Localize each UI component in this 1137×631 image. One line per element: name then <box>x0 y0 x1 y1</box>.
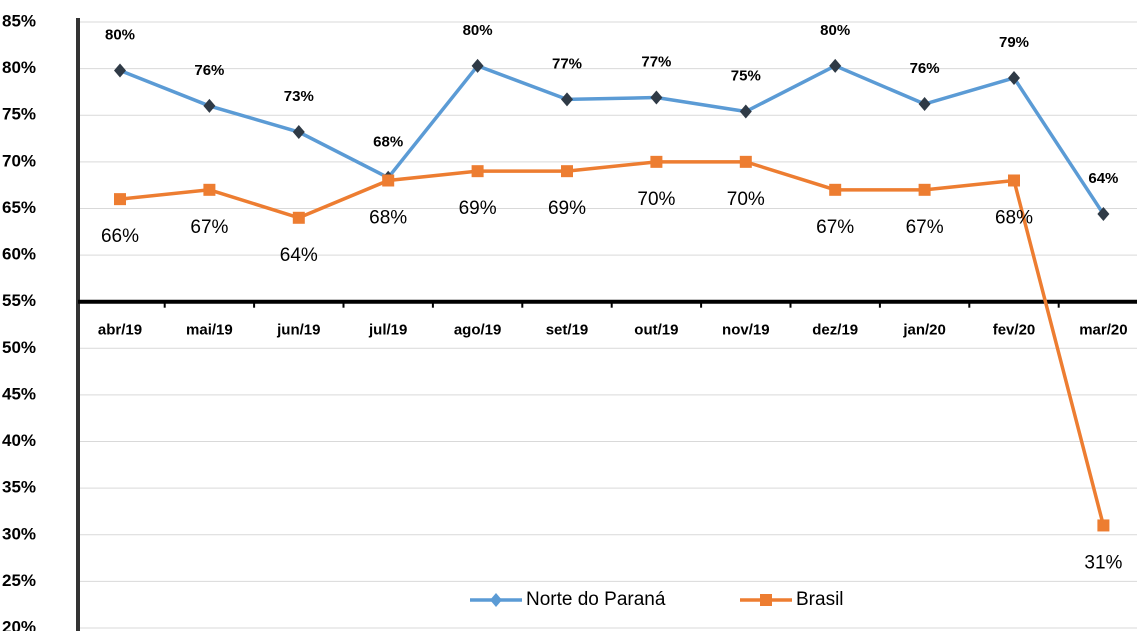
data-label: 67% <box>190 217 228 238</box>
marker <box>471 58 484 73</box>
data-label: 79% <box>999 34 1029 51</box>
y-tick-label: 30% <box>2 524 36 543</box>
legend-label: Norte do Paraná <box>526 589 666 610</box>
marker <box>829 183 842 196</box>
data-label: 70% <box>637 189 675 210</box>
y-tick-label: 65% <box>2 198 36 217</box>
y-tick-label: 25% <box>2 571 36 590</box>
data-label: 77% <box>641 53 671 70</box>
data-label: 68% <box>373 134 403 151</box>
series-line <box>119 160 1106 526</box>
y-tick-label: 85% <box>2 11 36 30</box>
series-line <box>119 63 1105 216</box>
y-tick-label: 55% <box>2 291 36 310</box>
y-tick-label: 70% <box>2 151 36 170</box>
x-tick-label: jul/19 <box>368 322 407 339</box>
marker <box>918 183 931 196</box>
data-label: 77% <box>552 55 582 72</box>
marker <box>739 104 752 119</box>
data-label: 76% <box>194 62 224 79</box>
marker <box>382 174 395 187</box>
x-tick-label: abr/19 <box>98 322 142 339</box>
data-label: 66% <box>101 226 139 247</box>
x-tick-label: dez/19 <box>812 322 858 339</box>
marker <box>203 98 216 113</box>
y-tick-label: 45% <box>2 384 36 403</box>
marker <box>1097 207 1110 222</box>
data-label: 75% <box>731 67 761 84</box>
y-tick-label: 40% <box>2 431 36 450</box>
data-label: 80% <box>820 22 850 39</box>
marker <box>471 165 484 178</box>
y-tick-label: 50% <box>2 338 36 357</box>
y-tick-label: 20% <box>2 617 36 631</box>
marker <box>114 63 126 78</box>
y-tick-label: 80% <box>2 58 36 77</box>
marker <box>1097 519 1110 532</box>
marker <box>292 211 305 224</box>
x-tick-label: jun/19 <box>276 322 320 339</box>
y-tick-label: 35% <box>2 478 36 497</box>
legend-marker <box>760 594 772 606</box>
marker <box>114 193 126 206</box>
x-tick-label: jan/20 <box>902 322 946 339</box>
marker <box>1008 70 1020 85</box>
data-label: 76% <box>910 60 940 77</box>
x-tick-label: mar/20 <box>1079 322 1127 339</box>
marker <box>650 155 663 168</box>
marker <box>829 58 842 73</box>
x-tick-label: ago/19 <box>454 322 502 339</box>
legend-marker <box>490 593 502 607</box>
x-tick-label: out/19 <box>634 322 678 339</box>
marker <box>650 90 663 105</box>
x-tick-label: set/19 <box>546 322 589 339</box>
data-label: 80% <box>463 22 493 39</box>
legend-label: Brasil <box>796 589 844 610</box>
x-tick-label: fev/20 <box>993 322 1036 339</box>
data-label: 68% <box>995 208 1033 229</box>
data-label: 70% <box>727 189 765 210</box>
data-label: 67% <box>906 217 944 238</box>
y-tick-label: 75% <box>2 105 36 124</box>
x-tick-label: nov/19 <box>722 322 770 339</box>
data-label: 31% <box>1084 552 1122 573</box>
marker <box>203 183 216 196</box>
data-label: 64% <box>280 245 318 266</box>
data-label: 64% <box>1088 170 1118 187</box>
marker <box>561 92 573 107</box>
x-tick-label: mai/19 <box>186 322 233 339</box>
data-label: 67% <box>816 217 854 238</box>
data-label: 73% <box>284 88 314 105</box>
y-tick-label: 60% <box>2 245 36 264</box>
data-label: 80% <box>105 26 135 43</box>
data-label: 69% <box>459 198 497 219</box>
marker <box>918 97 931 112</box>
marker <box>561 165 573 178</box>
marker <box>1008 174 1020 187</box>
data-label: 69% <box>548 198 586 219</box>
marker <box>739 155 752 168</box>
data-label: 68% <box>369 208 407 229</box>
marker <box>292 125 305 140</box>
